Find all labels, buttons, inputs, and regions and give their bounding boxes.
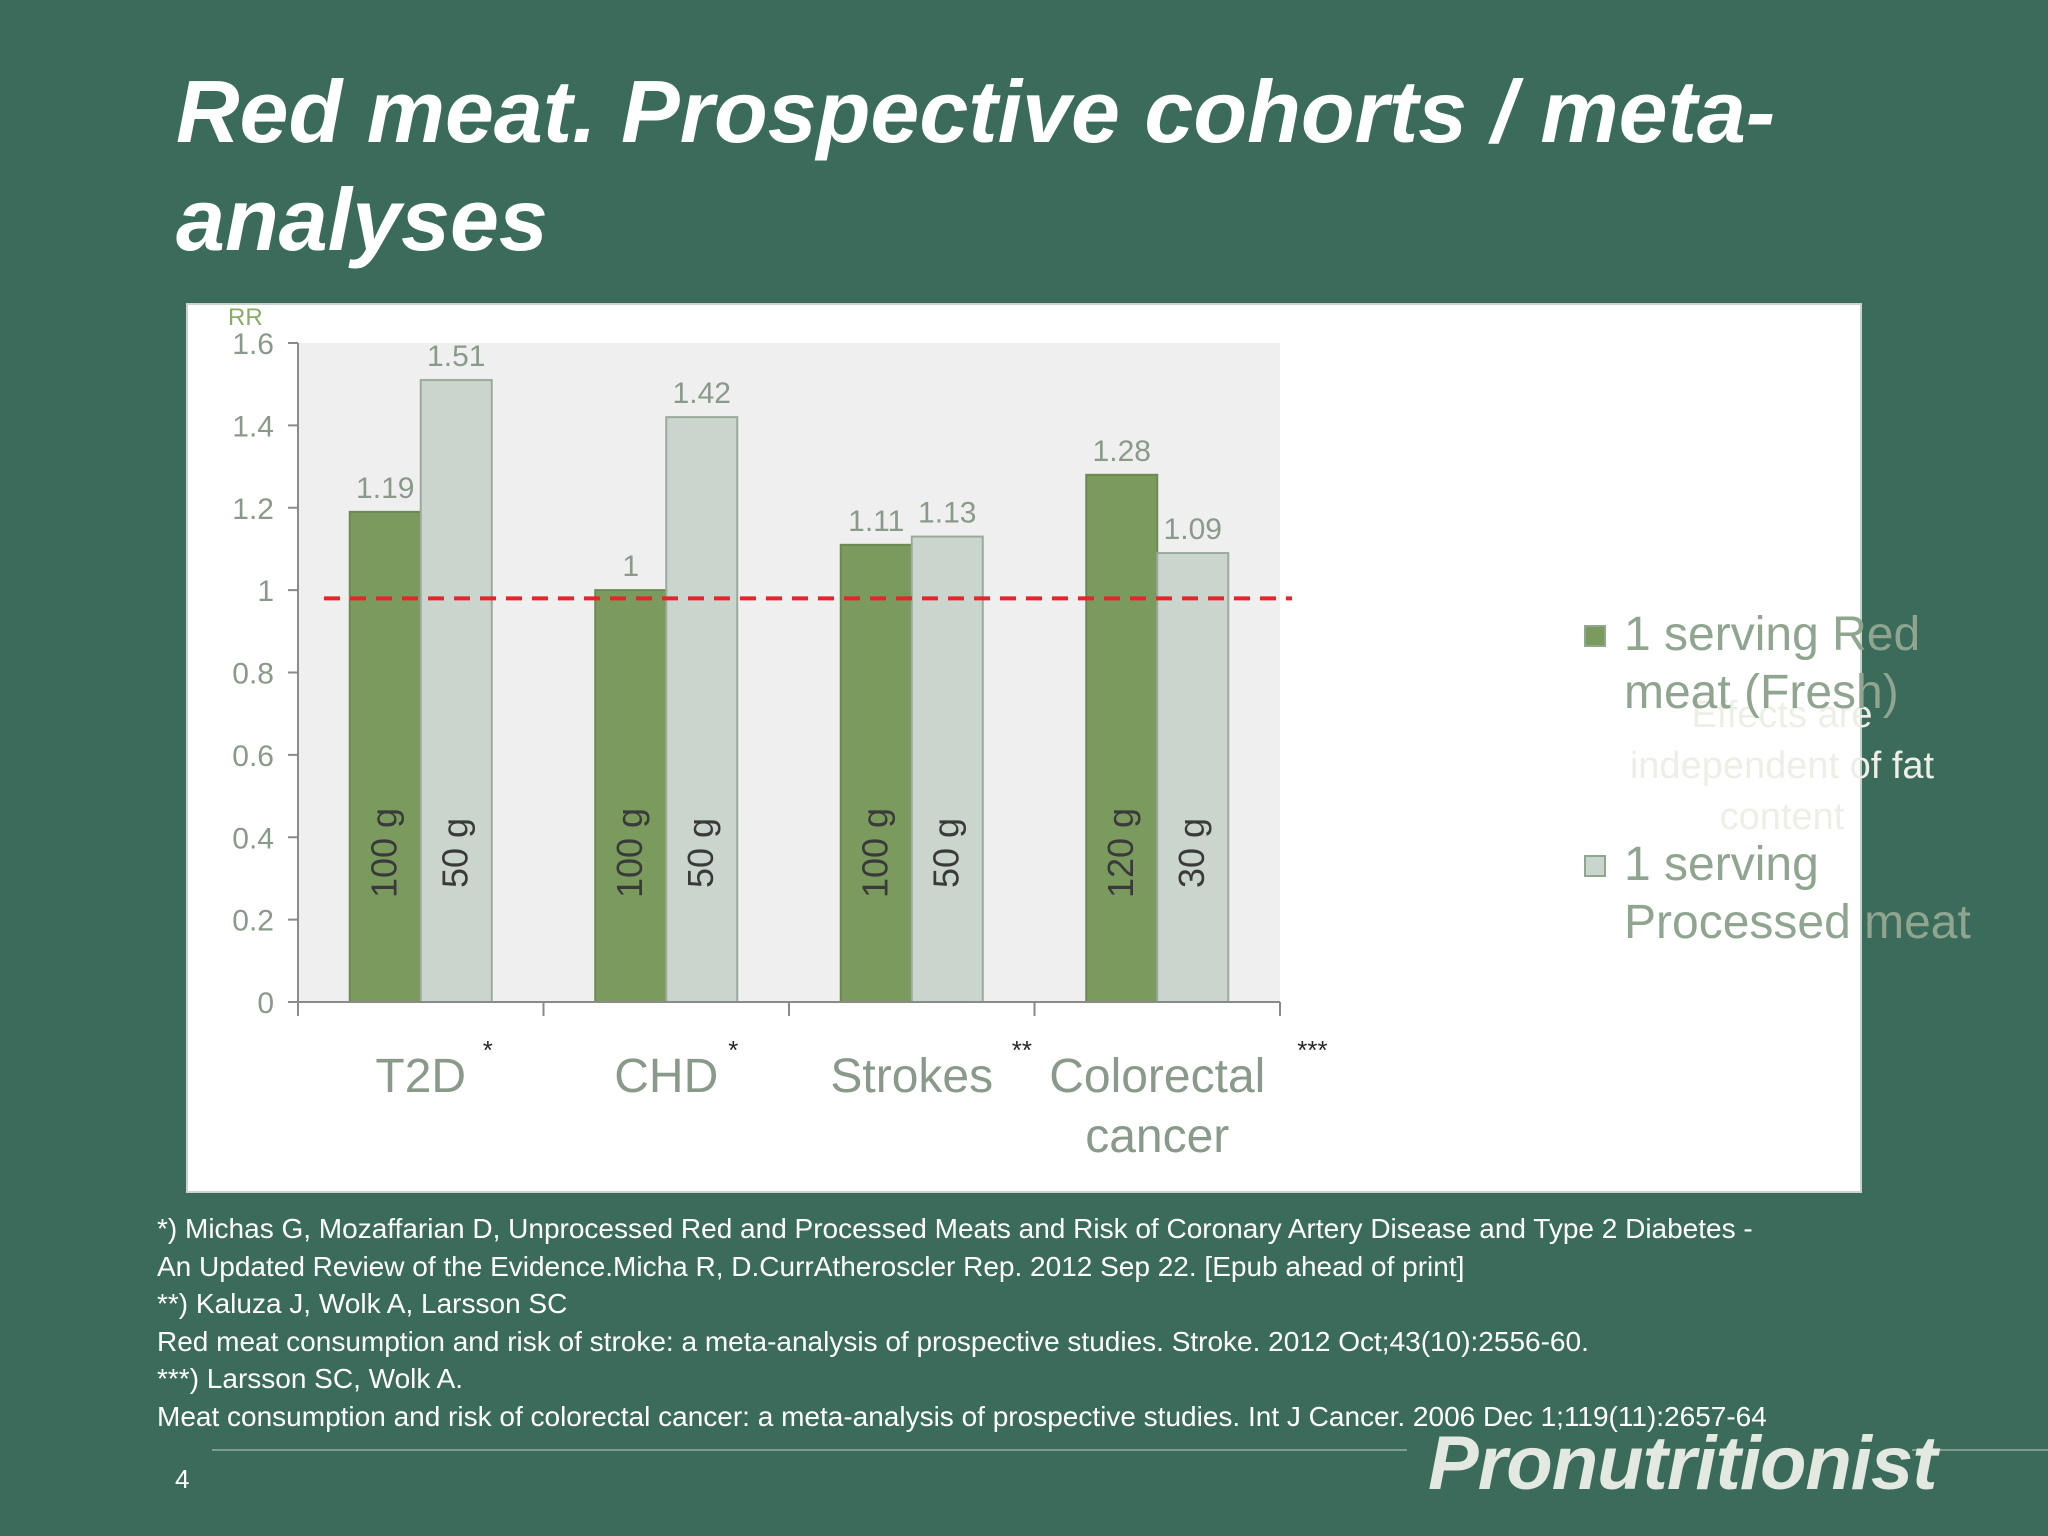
bar-serving-label: 30 g — [1171, 818, 1212, 888]
bar-chart: 0 0.2 0.4 0.6 0.8 1 1.2 1.4 1.6RR 1.19 100 g 1.51 5… — [228, 305, 1328, 1163]
y-axis-label: RR — [228, 305, 263, 331]
reference-line-5: ***) Larsson SC, Wolk A. — [157, 1363, 464, 1394]
bar-value-label: 1.28 — [1093, 435, 1151, 468]
logo-text: Pronutritionist — [1428, 1421, 1938, 1506]
effects-note: Effects are independent of fat content — [1629, 694, 1935, 838]
chart-panel: 0 0.2 0.4 0.6 0.8 1 1.2 1.4 1.6 RR 1.19 100 g 1.51 5… — [186, 303, 1971, 1193]
slide-title: Red meat. Prospective cohorts / meta-ana… — [176, 62, 1776, 269]
y-tick-label: 0 — [257, 987, 274, 1020]
bar-value-label: 1.51 — [427, 340, 485, 373]
bar-value-label: 1.42 — [673, 377, 731, 410]
bar-serving-label: 50 g — [434, 818, 475, 888]
category-significance-mark: * — [728, 1035, 738, 1065]
footer-divider-left — [212, 1449, 1407, 1451]
reference-line-3: **) Kaluza J, Wolk A, Larsson SC — [157, 1288, 568, 1319]
bar-red-meat — [594, 589, 668, 1003]
bar-value-label: 1 — [622, 550, 639, 583]
category-significance-mark: ** — [1012, 1035, 1032, 1065]
legend-label-processed-meat: 1 serving Processed meat — [1624, 838, 1971, 949]
page-number: 4 — [175, 1464, 190, 1494]
y-tick-label: 0.2 — [232, 905, 274, 938]
x-category-label: CHD — [614, 1050, 718, 1103]
bar-serving-label: 50 g — [680, 818, 721, 888]
bar-value-label: 1.13 — [918, 497, 976, 530]
legend-swatch-processed-meat — [1584, 855, 1606, 877]
bar-serving-label: 100 g — [363, 808, 404, 898]
bar-processed-meat — [910, 535, 984, 1004]
bar-serving-label: 100 g — [609, 808, 650, 898]
reference-line-1: *) Michas G, Mozaffarian D, Unprocessed … — [157, 1213, 1753, 1244]
x-category-label: Strokes — [830, 1050, 993, 1103]
y-tick-label: 1.6 — [232, 328, 274, 361]
bar-processed-meat — [665, 416, 739, 1003]
y-tick-label: 0.6 — [232, 740, 274, 773]
bar-processed-meat — [1156, 552, 1230, 1003]
legend-label-red-meat: 1 serving Red meat (Fresh) — [1624, 608, 1921, 719]
x-category-label: T2D — [375, 1050, 466, 1103]
category-significance-mark: * — [483, 1035, 493, 1065]
x-category-label: Colorectal cancer — [1049, 1050, 1265, 1163]
bar-value-label: 1.09 — [1164, 513, 1222, 546]
bar-processed-meat — [419, 379, 493, 1004]
bar-red-meat — [1085, 473, 1159, 1004]
y-tick-label: 1.2 — [232, 493, 274, 526]
reference-line-4: Red meat consumption and risk of stroke:… — [157, 1325, 1589, 1357]
reference-line-2: An Updated Review of the Evidence.Micha … — [157, 1250, 1465, 1282]
y-tick-label: 1.4 — [232, 410, 274, 443]
references: *) Michas G, Mozaffarian D, Unprocessed … — [157, 1210, 2017, 1435]
bar-value-label: 1.19 — [356, 472, 414, 505]
y-tick-label: 1 — [257, 575, 274, 608]
footer-divider-right — [1912, 1449, 2048, 1451]
bar-serving-label: 120 g — [1100, 808, 1141, 898]
bar-value-label: 1.11 — [848, 505, 904, 538]
y-tick-label: 0.4 — [232, 822, 274, 855]
category-significance-mark: *** — [1297, 1035, 1327, 1065]
bar-red-meat — [839, 543, 913, 1003]
bar-serving-label: 50 g — [925, 818, 966, 888]
legend-swatch-red-meat — [1584, 625, 1606, 647]
reference-line-6: Meat consumption and risk of colorectal … — [157, 1400, 1767, 1432]
bar-serving-label: 100 g — [854, 808, 895, 898]
y-tick-label: 0.8 — [232, 658, 274, 691]
bar-red-meat — [348, 510, 422, 1003]
pronutritionist-logo: Pronutritionist — [1428, 1420, 1938, 1507]
